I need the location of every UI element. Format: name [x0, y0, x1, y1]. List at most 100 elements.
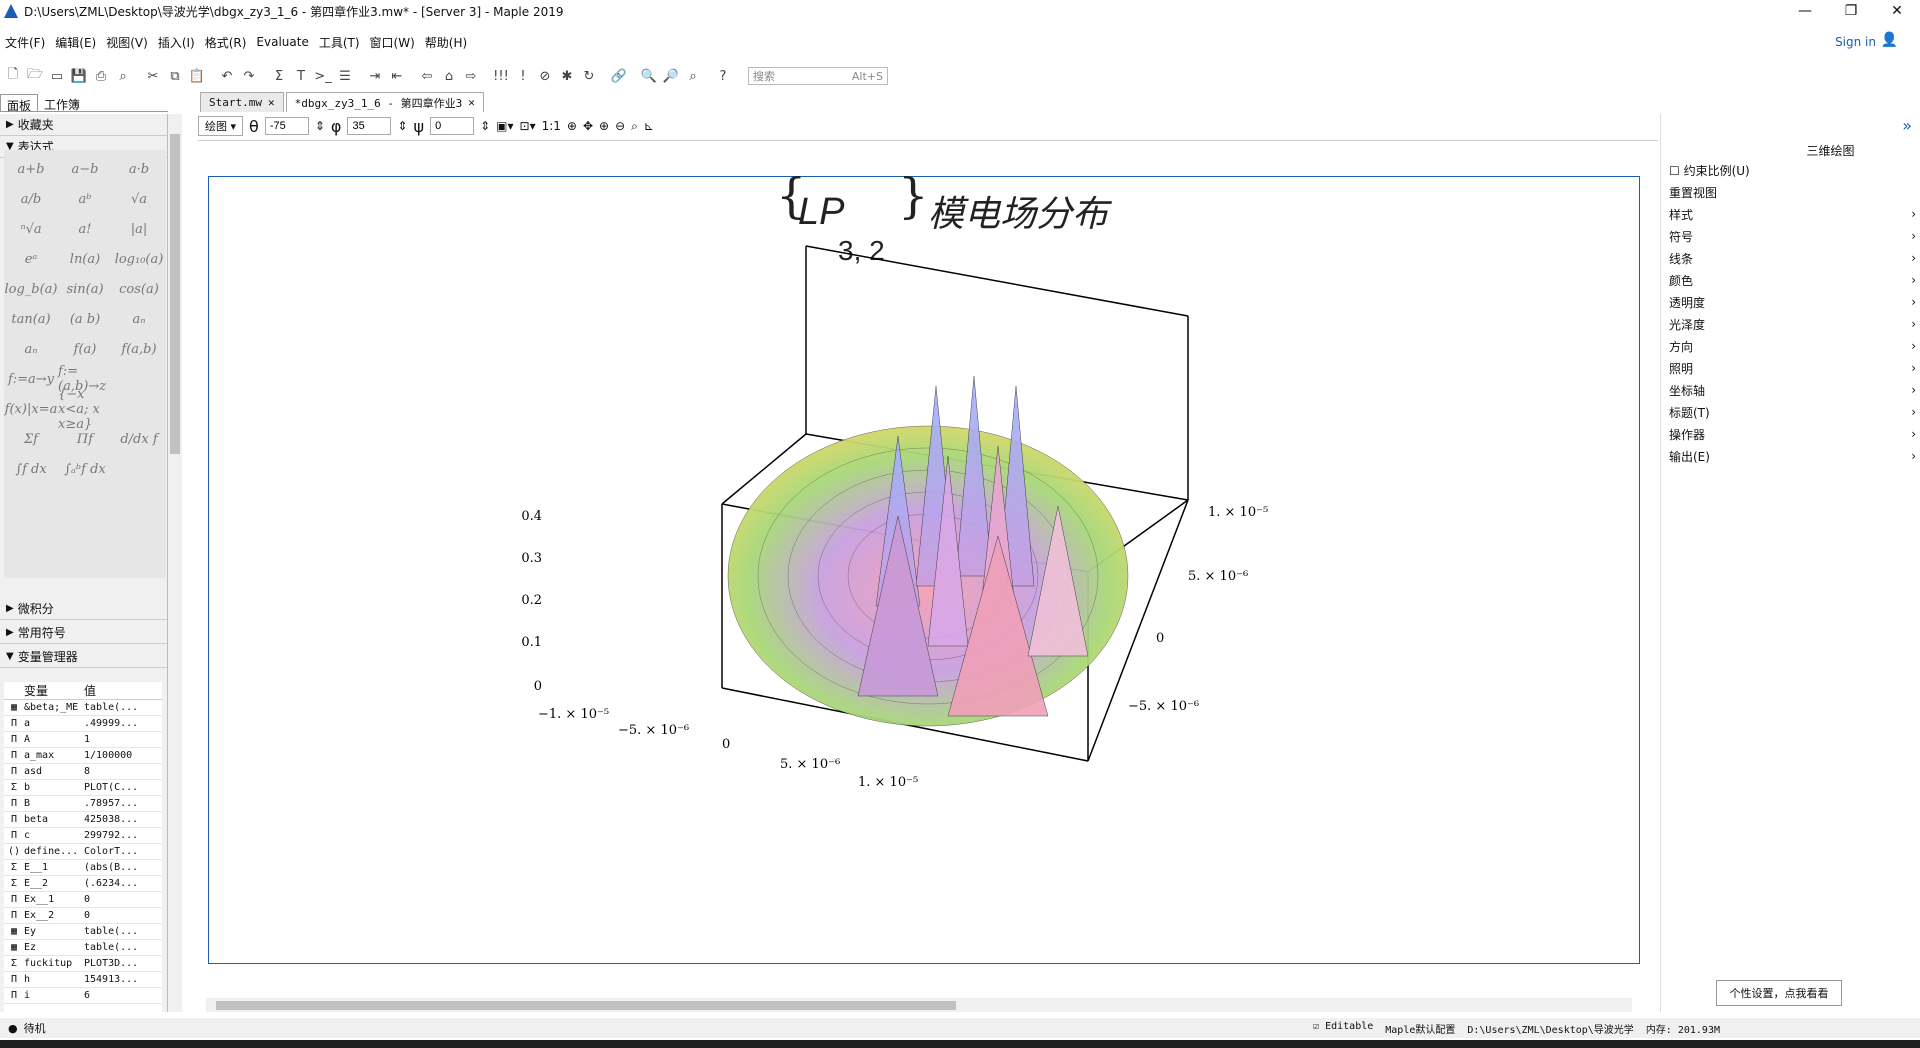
- close-tab-icon[interactable]: ✕: [267, 96, 275, 109]
- user-icon[interactable]: 👤: [1880, 32, 1898, 48]
- maximize-button[interactable]: ❐: [1844, 3, 1858, 19]
- scrollbar-thumb[interactable]: [216, 1001, 956, 1010]
- plot-3d[interactable]: { LP 3, 2 } 模电场分布: [208, 176, 1640, 964]
- plot-selection-frame[interactable]: [208, 176, 1640, 964]
- palette-item[interactable]: |a|: [130, 221, 148, 237]
- variable-row[interactable]: П B .78957...: [4, 796, 162, 812]
- open-folder-icon[interactable]: 🗁: [26, 67, 44, 82]
- palette-item[interactable]: aᵇ: [78, 191, 92, 207]
- tab-current-document[interactable]: *dbgx_zy3_1_6 - 第四章作业3 ✕: [285, 92, 484, 112]
- menu-window[interactable]: 窗口(W): [369, 35, 415, 50]
- execute-all-icon[interactable]: !!!: [493, 68, 509, 84]
- psi-spinner-icon[interactable]: ⇕: [480, 119, 491, 133]
- checkbox-icon[interactable]: ☐: [1669, 163, 1680, 178]
- menu-insert[interactable]: 插入(I): [157, 35, 195, 50]
- prompt-icon[interactable]: >_: [314, 68, 332, 84]
- tab-start[interactable]: Start.mw ✕: [200, 92, 284, 112]
- palette-item[interactable]: log_b(a): [4, 281, 58, 297]
- context-item[interactable]: 坐标轴 ›: [1661, 379, 1920, 401]
- zoom-in-plot-icon[interactable]: ⊕: [599, 119, 610, 133]
- debug-icon[interactable]: ✱: [561, 68, 573, 84]
- palette-item[interactable]: a·b: [128, 161, 150, 177]
- back-icon[interactable]: ⇦: [421, 68, 433, 84]
- zoom-out-icon[interactable]: 🔎: [662, 68, 680, 84]
- new-document-icon[interactable]: 🗋: [7, 67, 19, 82]
- palette-item[interactable]: tan(a): [11, 311, 51, 327]
- print-icon[interactable]: ⎙: [95, 68, 107, 84]
- menu-edit[interactable]: 编辑(E): [55, 35, 97, 50]
- psi-input[interactable]: [430, 117, 475, 135]
- probe-icon[interactable]: ⊾: [643, 119, 654, 133]
- palette-item[interactable]: eᵃ: [24, 251, 38, 267]
- palette-item[interactable]: {−x x<a; x x≥a}: [58, 386, 100, 432]
- save-icon[interactable]: 💾: [70, 68, 88, 84]
- palette-item[interactable]: ln(a): [69, 251, 101, 267]
- paragraph-icon[interactable]: ☰: [339, 68, 351, 84]
- context-item[interactable]: 输出(E) ›: [1661, 445, 1920, 467]
- print-preview-icon[interactable]: ⌕: [119, 68, 127, 84]
- palette-item[interactable]: a/b: [20, 191, 42, 207]
- palette-item[interactable]: sin(a): [66, 281, 104, 297]
- context-item[interactable]: 线条 ›: [1661, 247, 1920, 269]
- palette-item[interactable]: f(a): [73, 341, 97, 357]
- forward-icon[interactable]: ⇨: [465, 68, 477, 84]
- palette-item[interactable]: log₁₀(a): [114, 251, 164, 267]
- collapse-panel-icon[interactable]: »: [1902, 116, 1912, 135]
- tab-palettes[interactable]: 面板: [0, 94, 39, 113]
- variable-row[interactable]: ▦ Ey table(...: [4, 924, 162, 940]
- insert-math-icon[interactable]: Σ: [274, 68, 284, 84]
- palette-item[interactable]: f(a,b): [121, 341, 157, 357]
- variable-row[interactable]: ▦ &beta;_ME table(...: [4, 700, 162, 716]
- text-mode-icon[interactable]: T: [297, 68, 305, 84]
- column-value[interactable]: 值: [84, 684, 97, 698]
- minimize-button[interactable]: —: [1798, 3, 1812, 19]
- tab-workbook[interactable]: 工作簿: [44, 98, 81, 112]
- menu-help[interactable]: 帮助(H): [424, 35, 468, 50]
- scrollbar-thumb[interactable]: [170, 134, 180, 454]
- reset-view-item[interactable]: 重置视图: [1661, 181, 1920, 203]
- rotate-icon[interactable]: ⊕: [566, 119, 577, 133]
- context-item[interactable]: 符号 ›: [1661, 225, 1920, 247]
- constrain-checkbox[interactable]: ☐ 约束比例(U): [1661, 159, 1920, 181]
- outdent-icon[interactable]: ⇤: [391, 68, 403, 84]
- palette-item[interactable]: Πf: [76, 431, 94, 447]
- palette-item[interactable]: ∫ₐᵇf dx: [64, 461, 106, 477]
- section-calculus[interactable]: ▶ 微积分: [0, 598, 167, 620]
- phi-input[interactable]: [347, 117, 392, 135]
- canvas-hscrollbar[interactable]: [206, 998, 1632, 1012]
- surface-style-icon[interactable]: ▣▾: [496, 119, 514, 133]
- section-favorites[interactable]: ▶ 收藏夹: [0, 114, 167, 136]
- palette-item[interactable]: d/dx f: [120, 431, 158, 447]
- cut-icon[interactable]: ✂: [147, 68, 159, 84]
- undo-icon[interactable]: ↶: [221, 68, 233, 84]
- editable-toggle[interactable]: ☑ Editable: [1313, 1020, 1374, 1032]
- menu-view[interactable]: 视图(V): [106, 35, 148, 50]
- palette-item[interactable]: a+b: [17, 161, 45, 177]
- palette-item[interactable]: aₙ: [132, 311, 146, 327]
- theta-spinner-icon[interactable]: ⇕: [314, 119, 325, 133]
- context-item[interactable]: 照明 ›: [1661, 357, 1920, 379]
- palette-item[interactable]: f:=(a,b)→z: [58, 364, 107, 394]
- theta-input[interactable]: [264, 117, 309, 135]
- variable-row[interactable]: ▦ Ez table(...: [4, 940, 162, 956]
- palette-item[interactable]: √a: [130, 191, 148, 207]
- menu-evaluate[interactable]: Evaluate: [256, 35, 309, 49]
- indent-icon[interactable]: ⇥: [369, 68, 381, 84]
- context-item[interactable]: 光泽度 ›: [1661, 313, 1920, 335]
- variable-row[interactable]: П Ex__1 0: [4, 892, 162, 908]
- search-input[interactable]: 搜索 Alt+S: [748, 67, 888, 85]
- context-item[interactable]: 样式 ›: [1661, 203, 1920, 225]
- palette-item[interactable]: cos(a): [119, 281, 159, 297]
- menu-format[interactable]: 格式(R): [204, 35, 247, 50]
- context-item[interactable]: 颜色 ›: [1661, 269, 1920, 291]
- variable-row[interactable]: Σ E__1 (abs(B...: [4, 860, 162, 876]
- close-tab-icon[interactable]: ✕: [468, 96, 475, 109]
- section-common-symbols[interactable]: ▶ 常用符号: [0, 622, 167, 644]
- palette-item[interactable]: (a b): [69, 311, 101, 327]
